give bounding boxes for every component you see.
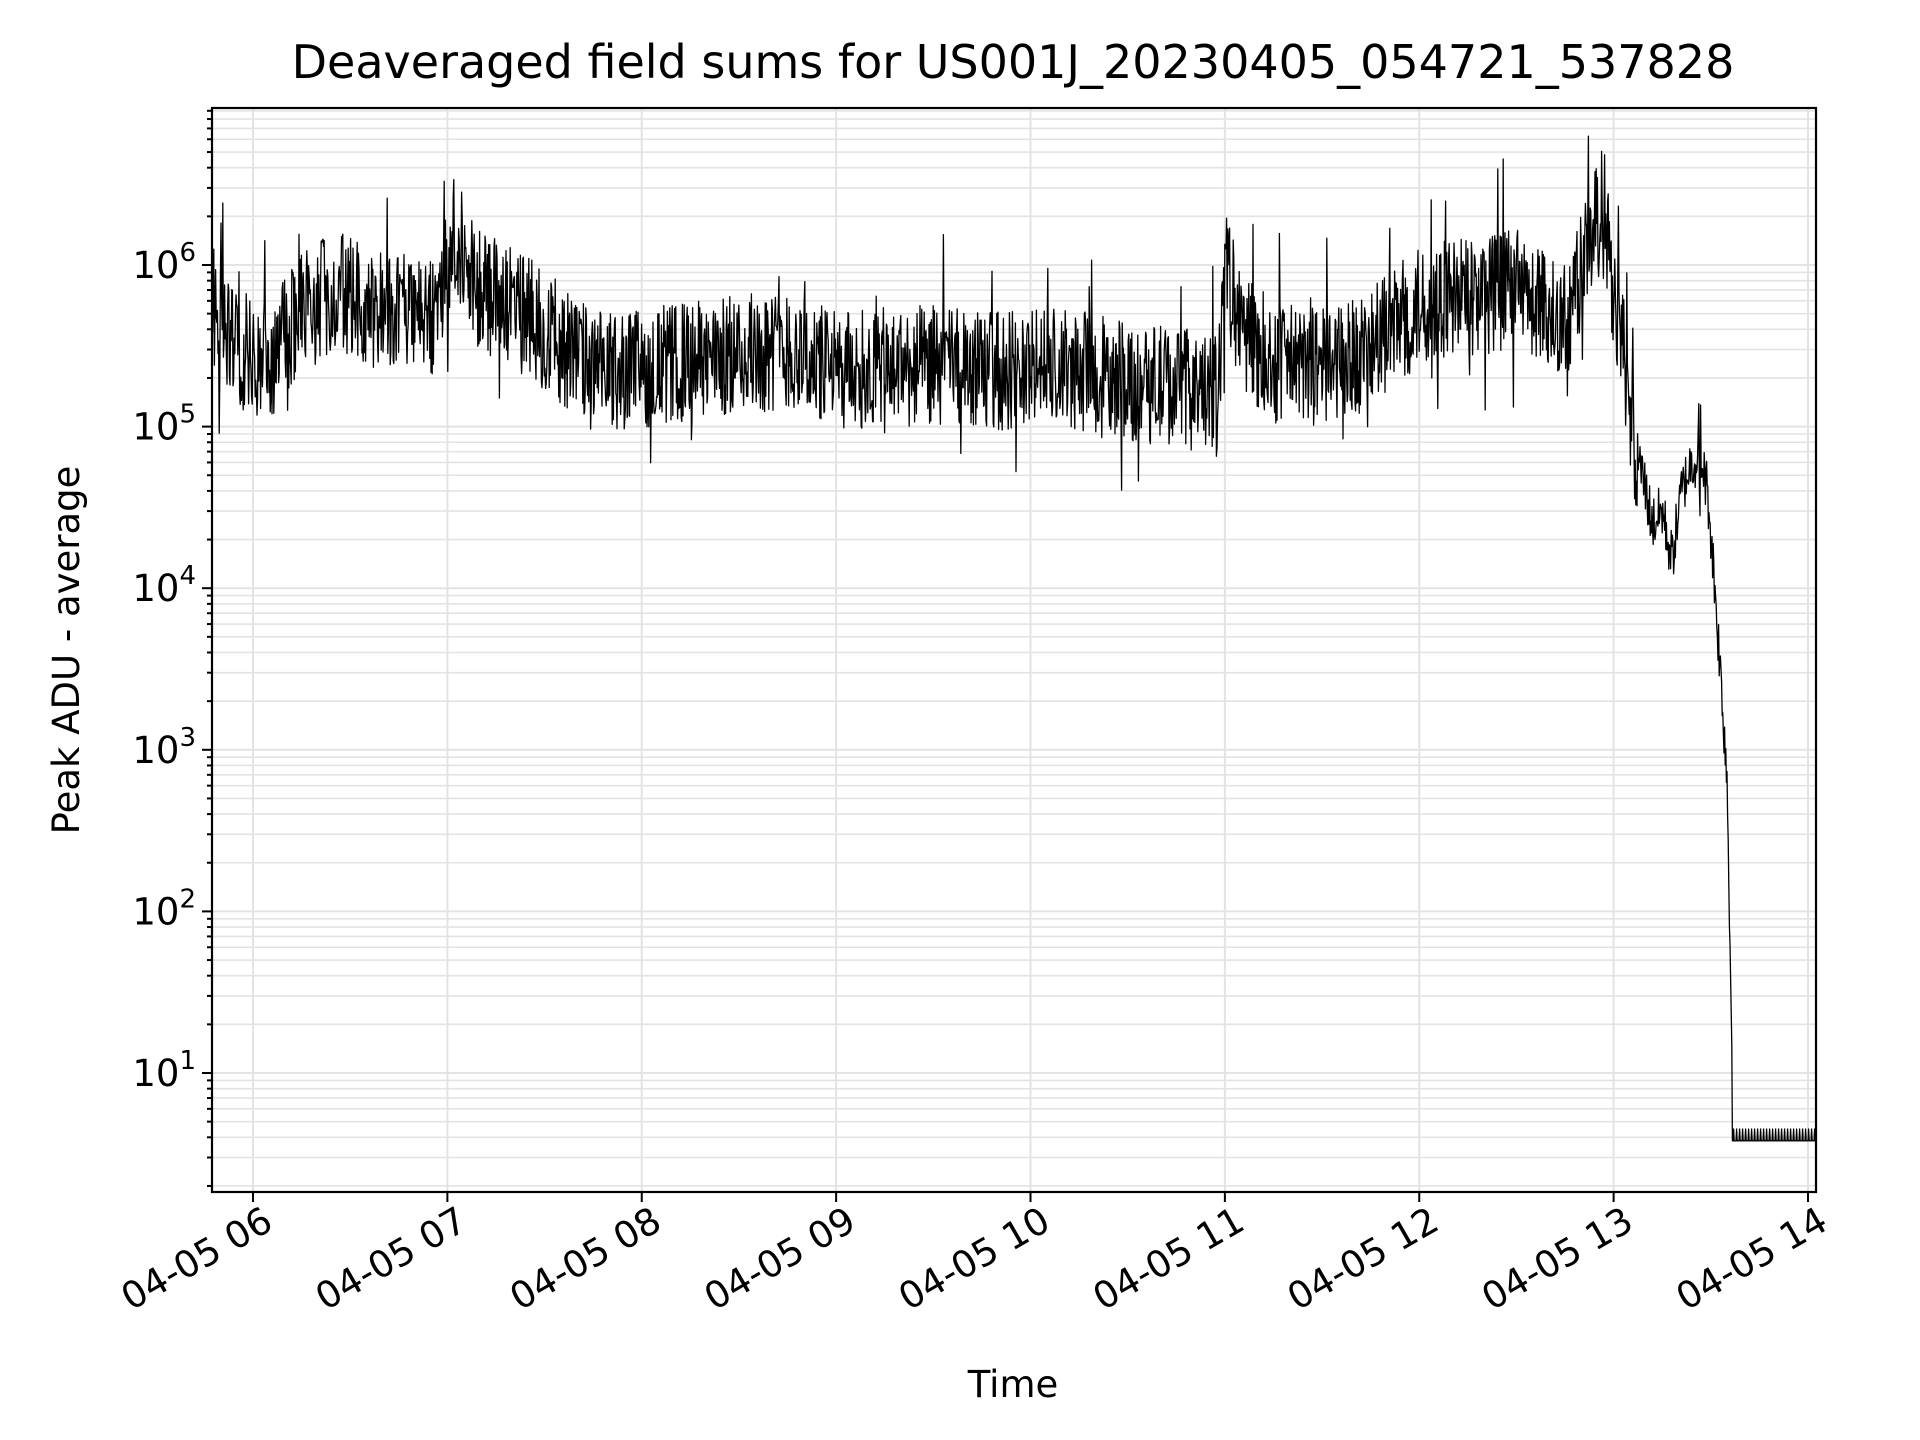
plot-frame — [210, 106, 1818, 1194]
y-tick-label: 106 — [132, 238, 196, 287]
y-axis: 101 102 103 104 105 106 — [132, 109, 212, 1187]
y-tick-label: 103 — [132, 723, 196, 772]
data-layer — [211, 135, 1816, 1142]
y-tick-label: 101 — [132, 1046, 196, 1095]
chart-title: Deaveraged field sums for US001J_2023040… — [292, 35, 1735, 89]
grid-lines — [212, 108, 1816, 1192]
series-line — [211, 135, 1816, 1142]
y-axis-label: Peak ADU - average — [45, 466, 88, 835]
y-tick-label: 104 — [132, 561, 196, 610]
x-axis-label: Time — [967, 1363, 1059, 1406]
y-tick-label: 102 — [132, 884, 196, 933]
y-tick-label: 105 — [132, 400, 196, 449]
